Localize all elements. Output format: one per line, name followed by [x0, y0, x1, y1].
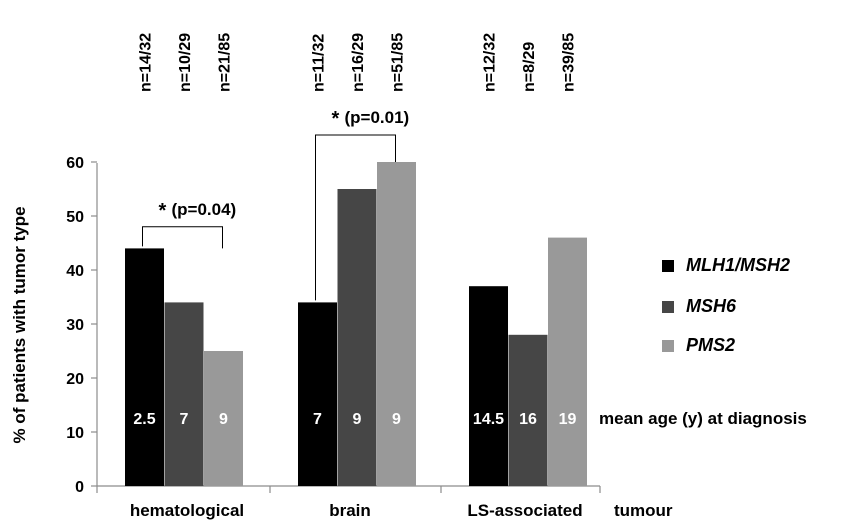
significance-bracket — [142, 226, 223, 249]
bar — [548, 237, 587, 486]
count-label: n=8/29 — [521, 42, 538, 92]
mean-age-caption: mean age (y) at diagnosis — [599, 409, 807, 428]
legend-swatch — [662, 301, 674, 313]
bar — [469, 286, 508, 486]
count-labels: n=14/32 n=11/32 n=12/32 n=10/29 n=16/29 n=8/2… — [138, 33, 578, 92]
x-axis-title: tumour — [614, 501, 673, 520]
count-label: n=10/29 — [177, 33, 194, 92]
significance-bracket — [315, 134, 396, 301]
y-axis-title: % of patients with tumor type — [10, 206, 29, 443]
bar — [508, 334, 548, 486]
bar — [164, 302, 204, 486]
significance-label: (p=0.01) — [345, 108, 410, 127]
significance-label: (p=0.04) — [172, 200, 237, 219]
bar — [337, 189, 377, 486]
bar — [377, 162, 416, 486]
count-label: n=16/29 — [350, 33, 367, 92]
mean-age-labels: 2.5 7 14.5 7 9 16 9 9 19 — [133, 411, 576, 428]
y-tick-label: 50 — [66, 209, 84, 226]
count-label: n=12/32 — [482, 33, 499, 92]
significance-star: * — [159, 200, 167, 222]
axes: % of patients with tumor type tumour 0 10… — [10, 155, 673, 520]
x-tick-label: LS-associated — [467, 501, 582, 520]
bar — [125, 248, 164, 486]
bar — [204, 351, 243, 486]
y-tick-label: 20 — [66, 371, 84, 388]
y-tick-label: 10 — [66, 425, 84, 442]
significance-brackets: * (p=0.04) * (p=0.01) — [142, 108, 410, 301]
count-label: n=14/32 — [138, 33, 155, 92]
y-tick-label: 40 — [66, 263, 84, 280]
mean-age-label: 9 — [353, 411, 362, 428]
bar — [298, 302, 337, 486]
bars — [125, 162, 587, 486]
y-tick-label: 30 — [66, 317, 84, 334]
significance-star: * — [332, 108, 340, 130]
legend-swatch — [662, 260, 674, 272]
mean-age-label: 19 — [559, 411, 577, 428]
y-tick-label: 60 — [66, 155, 84, 172]
legend: MLH1/MSH2 MSH6 PMS2 — [662, 255, 790, 355]
count-label: n=39/85 — [561, 33, 578, 92]
legend-swatch — [662, 340, 674, 352]
count-label: n=11/32 — [311, 34, 328, 92]
mean-age-label: 14.5 — [473, 411, 504, 428]
legend-label: MLH1/MSH2 — [686, 255, 790, 275]
count-label: n=21/85 — [217, 33, 234, 92]
mean-age-label: 9 — [219, 411, 228, 428]
mean-age-label: 7 — [313, 411, 322, 428]
mean-age-label: 2.5 — [133, 411, 155, 428]
count-label: n=51/85 — [390, 33, 407, 92]
mean-age-label: 16 — [519, 411, 537, 428]
y-tick-label: 0 — [75, 479, 84, 496]
x-tick-label: hematological — [130, 501, 244, 520]
x-tick-label: brain — [329, 501, 371, 520]
mean-age-label: 9 — [392, 411, 401, 428]
legend-label: PMS2 — [686, 335, 735, 355]
legend-label: MSH6 — [686, 296, 737, 316]
mean-age-label: 7 — [180, 411, 189, 428]
